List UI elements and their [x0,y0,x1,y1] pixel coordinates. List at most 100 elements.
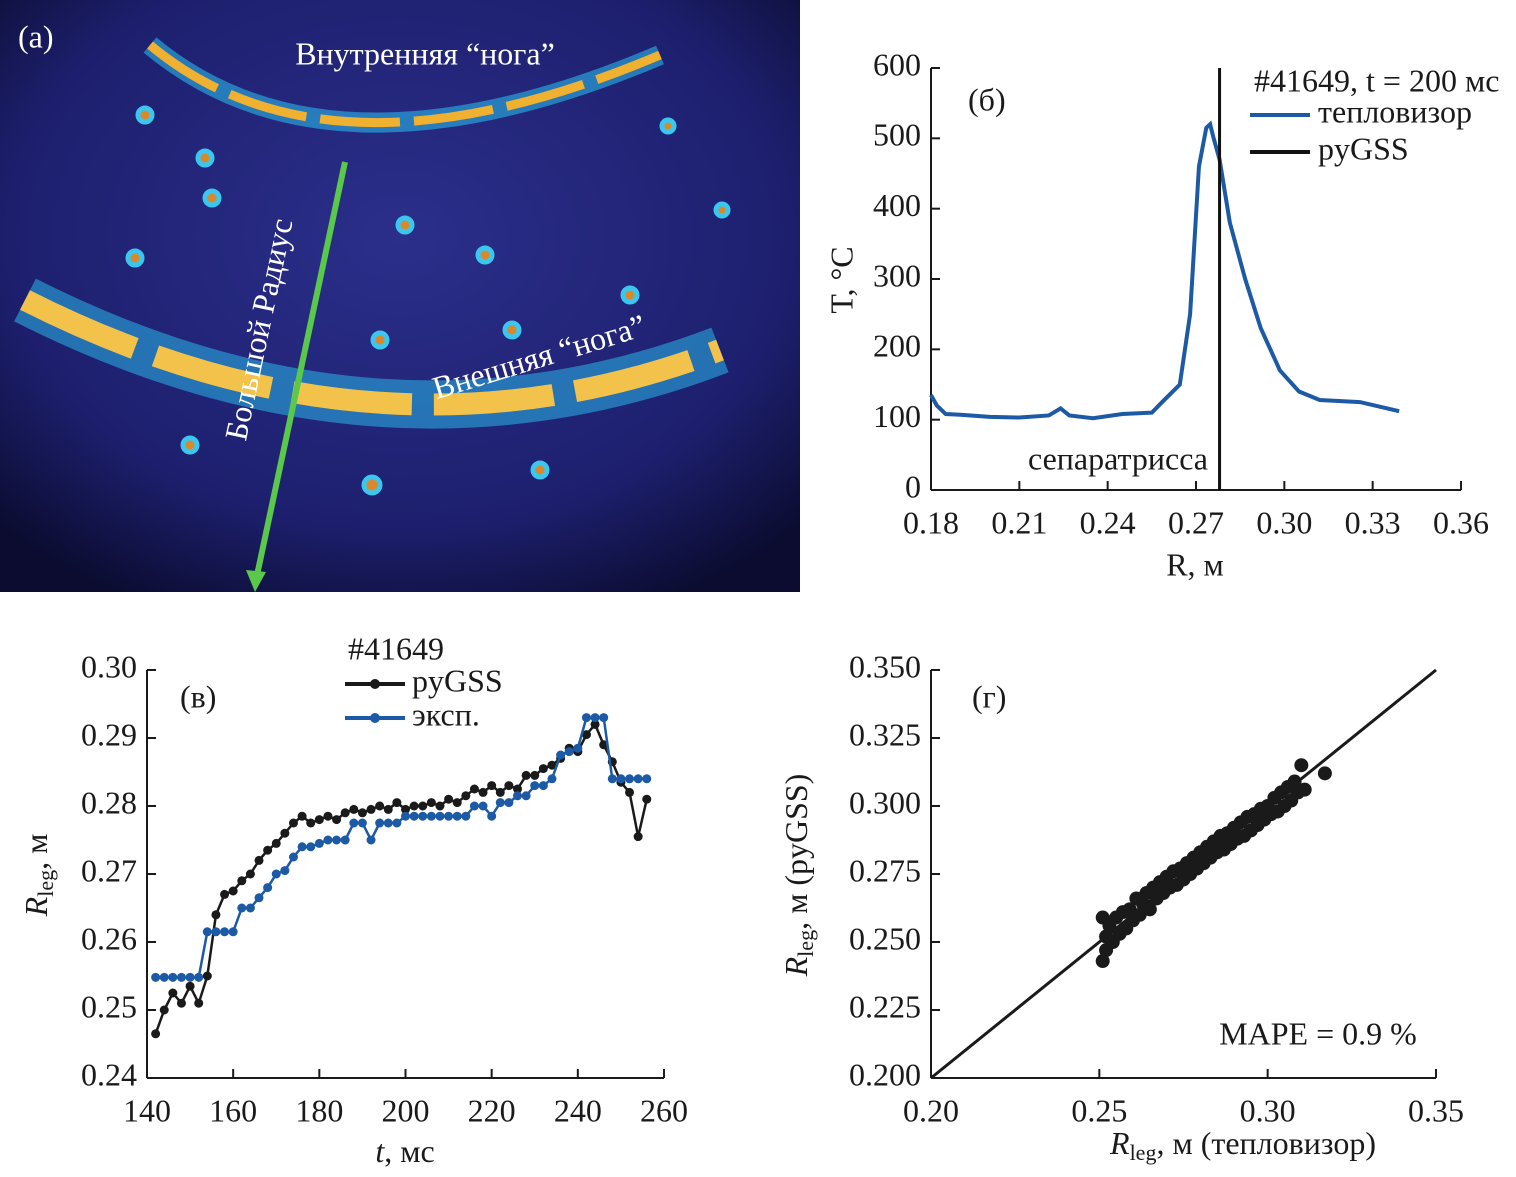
marker [237,876,247,886]
marker [280,828,290,838]
y-tick-label: 0.29 [81,716,137,752]
marker [392,798,402,808]
inner-leg-strike [147,41,662,127]
marker [564,747,574,757]
marker [495,787,505,797]
label-part: leg [1130,1140,1157,1165]
y-tick-label: 0 [905,468,921,504]
series-line [154,722,648,1035]
marker [521,791,531,801]
tile-dots [125,105,731,496]
marker [409,801,419,811]
x-tick-label: 0.20 [903,1092,959,1128]
marker [642,794,652,804]
y-tick-label: 300 [873,257,921,293]
x-tick-label: 0.36 [1433,504,1489,540]
marker [590,713,600,723]
marker [254,855,264,865]
marker [401,804,410,814]
x-axis-label: R, м [1166,546,1224,582]
marker [478,787,488,797]
x-tick-label: 160 [209,1092,257,1128]
marker [332,835,342,845]
x-tick-label: 0.27 [1168,504,1224,540]
marker [314,815,324,825]
marker [581,730,591,740]
marker [202,971,212,981]
marker [306,842,316,852]
marker [625,774,635,784]
series-line [155,716,647,979]
marker [280,866,290,876]
label-part: leg [33,870,58,897]
marker [590,719,600,729]
marker [220,889,230,899]
marker [159,1005,169,1015]
marker [599,740,609,750]
marker [383,804,393,814]
marker [478,801,488,811]
x-tick-label: 260 [640,1092,688,1128]
x-tick-label: 0.33 [1345,504,1401,540]
y-axis-label: Rleg, м [18,834,58,918]
panel-label: (г) [972,678,1006,714]
marker [271,838,281,848]
legend-title: #41649 [348,630,444,666]
marker [599,713,609,723]
marker [426,798,436,808]
marker [487,781,497,791]
radius-arrowhead [246,570,266,592]
marker [168,972,178,982]
x-axis-label: t, мс [375,1133,434,1169]
marker [202,927,212,937]
x-tick-label: 0.18 [903,504,959,540]
marker [487,811,497,821]
marker [194,972,204,982]
series-line [929,120,1400,421]
y-tick-label: 0.28 [81,784,137,820]
marker [530,770,540,780]
marker [159,972,169,982]
y-tick-label: 0.27 [81,852,137,888]
legend-marker [370,713,380,723]
y-tick-label: 0.26 [81,920,137,956]
point [1297,782,1312,797]
point [1317,766,1332,781]
y-tick-label: 0.24 [81,1056,137,1092]
x-tick-label: 0.30 [1240,1092,1296,1128]
marker [194,998,204,1008]
marker [435,811,445,821]
marker [340,808,350,818]
image-background [0,0,800,592]
annotation: MAPE = 0.9 % [1219,1015,1417,1051]
marker [288,818,298,828]
x-tick-label: 0.21 [991,504,1047,540]
y-tick-label: 500 [873,117,921,153]
marker [228,927,238,937]
marker [513,791,523,801]
marker [607,774,617,784]
inner-leg-label: Внутренняя “нога” [295,35,555,71]
marker [314,838,324,848]
marker [185,972,195,982]
panel-label: (б) [968,81,1006,117]
annotation: сепаратрисса [1028,440,1208,476]
label-part: , м (тепловизор) [1156,1125,1376,1161]
marker [151,1029,161,1039]
marker [237,903,247,913]
marker [211,910,221,920]
legend-title: #41649, t = 200 мс [1254,62,1499,98]
marker [538,764,548,774]
radius-arrow [253,161,348,581]
y-tick-label: 600 [873,46,921,82]
y-tick-label: 200 [873,328,921,364]
marker [228,886,238,896]
y-tick-label: 0.250 [849,920,921,956]
y-tick-label: 100 [873,398,921,434]
marker [211,927,221,937]
y-tick-label: 0.25 [81,988,137,1024]
marker [297,811,307,821]
point [1287,774,1302,789]
panel-label: (a) [18,18,54,54]
x-tick-label: 140 [123,1092,171,1128]
